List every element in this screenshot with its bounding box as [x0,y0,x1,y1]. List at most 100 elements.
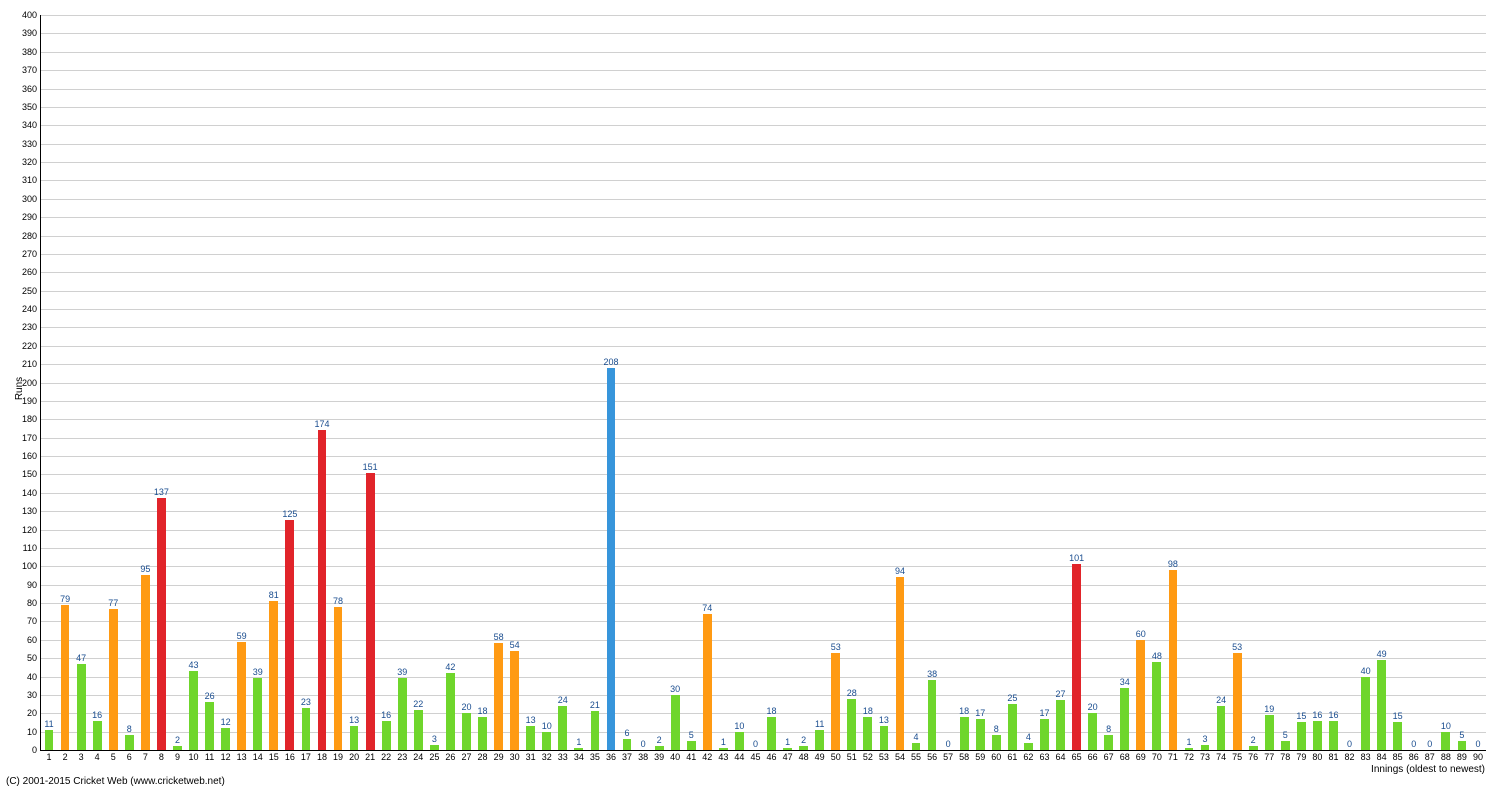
x-tick-label: 46 [767,750,777,762]
bar [847,699,856,750]
x-tick-label: 25 [429,750,439,762]
bar [125,735,134,750]
gridline [41,658,1486,659]
bar-value-label: 8 [994,724,999,735]
gridline [41,530,1486,531]
x-tick-label: 21 [365,750,375,762]
bar-value-label: 21 [590,700,600,711]
y-tick-label: 50 [27,653,41,663]
x-tick-label: 42 [702,750,712,762]
bar [623,739,632,750]
y-tick-label: 210 [22,359,41,369]
bar [1265,715,1274,750]
y-tick-label: 110 [23,543,41,553]
y-tick-label: 100 [22,561,41,571]
bar-value-label: 5 [1283,730,1288,741]
bar [1297,722,1306,750]
x-tick-label: 71 [1168,750,1178,762]
bar [607,368,616,750]
bar-value-label: 53 [831,642,841,653]
x-tick-label: 34 [574,750,584,762]
bar-value-label: 10 [1441,721,1451,732]
bar-value-label: 10 [542,721,552,732]
bar [382,721,391,750]
bar [591,711,600,750]
gridline [41,640,1486,641]
x-tick-label: 82 [1345,750,1355,762]
x-tick-label: 6 [127,750,132,762]
bar-value-label: 20 [461,702,471,713]
bar [77,664,86,750]
bar [398,678,407,750]
bar [1072,564,1081,750]
x-tick-label: 76 [1248,750,1258,762]
bar [912,743,921,750]
x-tick-label: 44 [734,750,744,762]
y-tick-label: 150 [22,469,41,479]
bar [703,614,712,750]
bar-value-label: 47 [76,653,86,664]
y-tick-label: 140 [22,488,41,498]
gridline [41,217,1486,218]
y-tick-label: 270 [22,249,41,259]
bar [960,717,969,750]
bar [221,728,230,750]
bar-value-label: 1 [1186,737,1191,748]
x-tick-label: 64 [1056,750,1066,762]
x-tick-label: 35 [590,750,600,762]
bar-value-label: 78 [333,596,343,607]
bar [334,607,343,750]
x-tick-label: 75 [1232,750,1242,762]
x-tick-label: 13 [237,750,247,762]
bar-value-label: 16 [381,710,391,721]
y-tick-label: 390 [22,28,41,38]
bar-value-label: 13 [349,715,359,726]
x-tick-label: 39 [654,750,664,762]
y-tick-label: 290 [22,212,41,222]
x-tick-label: 68 [1120,750,1130,762]
bar-value-label: 16 [1312,710,1322,721]
x-tick-label: 83 [1361,750,1371,762]
bar-value-label: 94 [895,566,905,577]
x-tick-label: 73 [1200,750,1210,762]
x-tick-label: 19 [333,750,343,762]
bar [366,473,375,750]
y-tick-label: 380 [22,47,41,57]
x-tick-label: 50 [831,750,841,762]
bar [1056,700,1065,750]
bar-value-label: 0 [1475,739,1480,750]
gridline [41,33,1486,34]
bar-value-label: 13 [879,715,889,726]
bar [253,678,262,750]
bar [61,605,70,750]
y-tick-label: 60 [27,635,41,645]
bar [45,730,54,750]
bar-value-label: 4 [1026,732,1031,743]
y-tick-label: 80 [27,598,41,608]
y-tick-label: 400 [22,10,41,20]
bar [1377,660,1386,750]
x-tick-label: 1 [47,750,52,762]
bar-value-label: 58 [494,632,504,643]
x-tick-label: 70 [1152,750,1162,762]
x-tick-label: 22 [381,750,391,762]
bar-value-label: 1 [721,737,726,748]
bar [831,653,840,750]
x-tick-label: 36 [606,750,616,762]
y-tick-label: 220 [22,341,41,351]
bar-value-label: 38 [927,669,937,680]
bar-value-label: 101 [1069,553,1084,564]
gridline [41,180,1486,181]
x-tick-label: 65 [1072,750,1082,762]
bar [494,643,503,750]
x-tick-label: 43 [718,750,728,762]
bar-value-label: 48 [1152,651,1162,662]
bar-value-label: 208 [603,357,618,368]
gridline [41,52,1486,53]
gridline [41,346,1486,347]
gridline [41,566,1486,567]
y-tick-label: 340 [22,120,41,130]
x-tick-label: 56 [927,750,937,762]
gridline [41,327,1486,328]
bar [1104,735,1113,750]
